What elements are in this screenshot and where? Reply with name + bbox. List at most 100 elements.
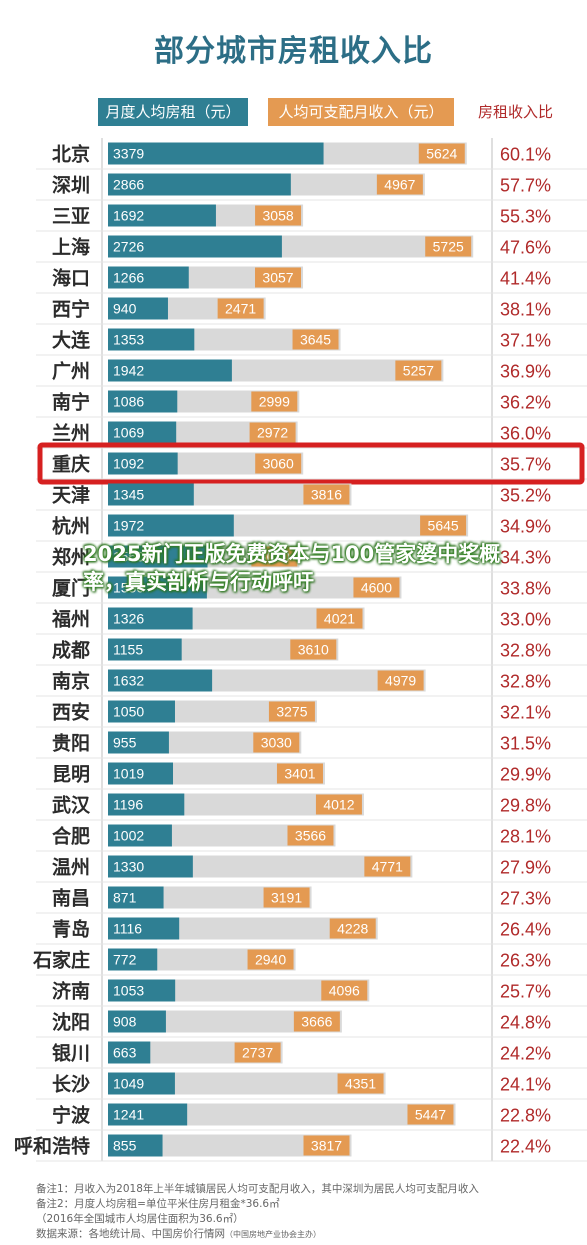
income-value-badge xyxy=(253,732,300,753)
income-value-label: 3610 xyxy=(298,642,329,658)
rent-value-label: 2726 xyxy=(113,239,144,255)
ratio-value-label: 37.1% xyxy=(500,331,551,351)
note-1: 备注1：月收入为2018年上半年城镇居民人均可支配月收入，其中深圳为居民人均可支… xyxy=(36,1183,479,1195)
income-value-badge xyxy=(287,825,334,846)
legend-ratio: 房租收入比 xyxy=(478,103,554,121)
city-label: 北京 xyxy=(52,143,90,166)
city-label: 福州 xyxy=(51,608,90,631)
rent-value-label: 772 xyxy=(113,952,137,968)
income-value-label: 2972 xyxy=(257,425,288,441)
income-value-label: 2737 xyxy=(242,1045,273,1061)
rent-bar xyxy=(108,514,234,537)
income-value-label: 3817 xyxy=(311,1138,342,1154)
rent-value-label: 855 xyxy=(113,1138,137,1154)
income-value-badge xyxy=(251,391,298,412)
city-label: 长沙 xyxy=(52,1074,90,1096)
rent-value-label: 955 xyxy=(113,735,137,751)
rent-value-label: 1116 xyxy=(113,921,142,937)
note-2: 备注2：月度人均房租=单位平米住房月租金*36.6㎡ xyxy=(36,1198,280,1210)
rent-value-label: 1050 xyxy=(113,704,144,720)
rent-value-label: 908 xyxy=(113,1014,137,1030)
income-value-label: 4600 xyxy=(361,580,392,596)
note-3: （2016年全国城市人均居住面积为36.6㎡） xyxy=(36,1213,244,1225)
rent-bar xyxy=(108,948,158,971)
city-label: 西宁 xyxy=(52,298,90,321)
ratio-value-label: 24.2% xyxy=(500,1044,551,1064)
income-value-badge xyxy=(376,174,423,195)
ratio-value-label: 24.1% xyxy=(500,1075,551,1095)
rent-bar xyxy=(108,1041,151,1064)
income-value-badge xyxy=(276,763,323,784)
ratio-value-label: 29.8% xyxy=(500,796,551,816)
rent-bar xyxy=(108,142,324,165)
city-label: 济南 xyxy=(52,980,90,1003)
city-label: 天津 xyxy=(52,484,90,507)
rent-value-label: 1353 xyxy=(113,332,144,348)
rent-value-label: 1972 xyxy=(113,518,144,534)
ratio-value-label: 31.5% xyxy=(500,734,551,754)
income-value-badge xyxy=(315,794,362,815)
city-label: 三亚 xyxy=(52,206,90,228)
income-value-label: 5725 xyxy=(433,239,464,255)
income-value-badge xyxy=(364,856,411,877)
income-value-label: 5645 xyxy=(428,518,459,534)
rent-value-label: 1196 xyxy=(113,797,143,813)
income-value-badge xyxy=(292,329,339,350)
city-label: 兰州 xyxy=(52,422,90,445)
city-label: 沈阳 xyxy=(52,1011,90,1034)
income-value-badge xyxy=(353,577,400,598)
income-value-badge xyxy=(377,670,424,691)
rent-value-label: 1632 xyxy=(113,673,144,689)
income-value-label: 3566 xyxy=(295,828,326,844)
chart-title: 部分城市房租收入比 xyxy=(154,34,433,69)
rent-bar xyxy=(108,576,207,599)
rent-value-label: 1326 xyxy=(113,611,144,627)
income-value-label: 4351 xyxy=(345,1076,376,1092)
rent-bar xyxy=(108,1134,163,1157)
legend-rent: 月度人均房租（元） xyxy=(98,98,248,126)
rent-value-label: 1241 xyxy=(113,1107,144,1123)
city-label: 广州 xyxy=(52,360,90,383)
rent-bar xyxy=(108,700,175,723)
ratio-value-label: 32.8% xyxy=(500,641,551,661)
rent-value-label: 1330 xyxy=(113,859,144,875)
income-value-label: 2471 xyxy=(225,301,256,317)
rent-bar xyxy=(108,886,164,909)
income-value-label: 3191 xyxy=(271,890,302,906)
rent-bar xyxy=(108,638,182,661)
rent-value-label: 1155 xyxy=(113,642,143,658)
income-value-badge xyxy=(217,298,264,319)
ratio-value-label: 27.3% xyxy=(500,889,551,909)
rent-value-label: 1019 xyxy=(113,766,144,782)
ratio-value-label: 55.3% xyxy=(500,207,551,227)
income-value-badge xyxy=(425,236,472,257)
city-label: 石家庄 xyxy=(32,949,90,972)
rent-bar xyxy=(108,173,291,196)
income-value-badge xyxy=(329,918,376,939)
income-value-label: 4771 xyxy=(372,859,403,875)
income-value-label: 4012 xyxy=(323,797,354,813)
income-value-label: 3275 xyxy=(276,704,307,720)
rent-value-label: 1266 xyxy=(113,270,144,286)
income-value-badge xyxy=(321,980,368,1001)
income-value-label: 3058 xyxy=(263,208,294,224)
ratio-value-label: 47.6% xyxy=(500,238,551,258)
city-label: 南昌 xyxy=(52,888,90,910)
rent-value-label: 1345 xyxy=(113,487,144,503)
rent-bar xyxy=(108,359,232,382)
rent-bar xyxy=(108,483,194,506)
ratio-value-label: 26.4% xyxy=(500,920,551,940)
ratio-value-label: 26.3% xyxy=(500,951,551,971)
rent-bar xyxy=(108,824,172,847)
income-value-label: 2940 xyxy=(255,952,286,968)
income-value-badge xyxy=(290,639,337,660)
income-value-badge xyxy=(268,701,315,722)
income-value-badge xyxy=(251,546,298,567)
income-value-label: 5624 xyxy=(426,146,457,162)
ratio-value-label: 38.1% xyxy=(500,300,551,320)
income-value-label: 4967 xyxy=(384,177,415,193)
income-value-badge xyxy=(420,515,467,536)
ratio-value-label: 22.4% xyxy=(500,1137,551,1157)
income-value-label: 3030 xyxy=(261,735,292,751)
city-label: 大连 xyxy=(52,329,91,352)
